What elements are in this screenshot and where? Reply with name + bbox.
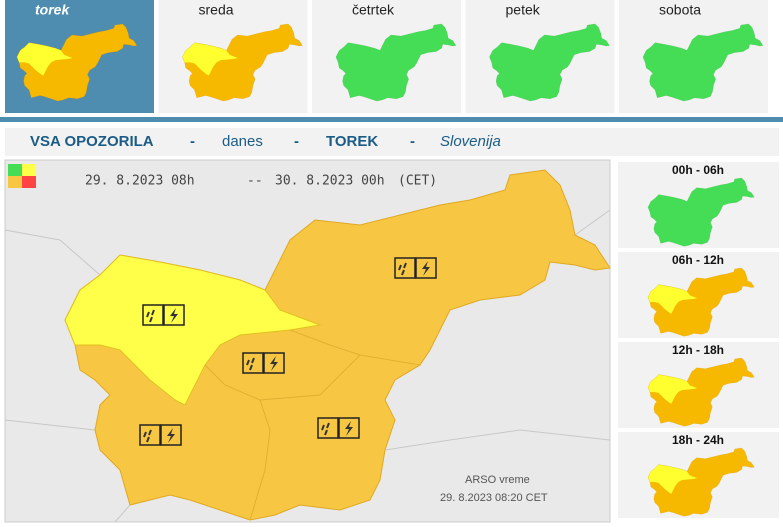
period-label: 12h - 18h <box>672 343 724 357</box>
timezone: (CET) <box>398 174 437 189</box>
rain-glyph <box>398 262 407 276</box>
lightning-glyph <box>167 428 175 443</box>
header-part: TOREK <box>326 133 378 150</box>
header-part: danes <box>222 133 263 150</box>
rain-glyph <box>146 309 155 323</box>
range-separator: -- <box>247 174 263 189</box>
period-panel[interactable]: 18h - 24h <box>618 432 779 518</box>
warning-icon <box>242 352 285 374</box>
day-tab[interactable]: sreda <box>158 0 308 113</box>
warning-icon <box>139 424 182 446</box>
icon-box <box>415 257 437 279</box>
valid-to: 30. 8.2023 00h <box>275 174 385 189</box>
icon-box <box>317 417 339 439</box>
period-label: 00h - 06h <box>672 163 724 177</box>
period-panel[interactable]: 06h - 12h <box>618 252 779 338</box>
rain-glyph <box>143 429 152 443</box>
tab-label: petek <box>506 2 541 18</box>
warning-icon <box>317 417 360 439</box>
tab-label: torek <box>35 2 70 18</box>
source: ARSO vreme <box>465 474 530 486</box>
lightning-glyph <box>345 421 353 436</box>
warning-icon <box>394 257 437 279</box>
lightning-glyph <box>170 308 178 323</box>
header-part: - <box>190 133 195 150</box>
lightning-glyph <box>270 356 278 371</box>
tab-label: sobota <box>659 2 701 18</box>
rain-glyph <box>321 422 330 436</box>
icon-box <box>242 352 264 374</box>
day-tab[interactable]: torek <box>5 0 154 113</box>
tab-label: četrtek <box>352 2 395 18</box>
rain-glyph <box>246 357 255 371</box>
icon-box <box>163 304 185 326</box>
header-part: - <box>410 133 415 150</box>
tab-bar <box>0 117 783 122</box>
legend <box>8 164 36 188</box>
lightning-glyph <box>422 261 430 276</box>
icon-box <box>160 424 182 446</box>
icon-box <box>263 352 285 374</box>
icon-box <box>139 424 161 446</box>
header-part: - <box>294 133 299 150</box>
icon-box <box>394 257 416 279</box>
header-part: VSA OPOZORILA <box>30 133 154 150</box>
header-part: Slovenija <box>440 133 501 150</box>
warning-icon <box>142 304 185 326</box>
header-bar <box>5 128 779 156</box>
period-label: 06h - 12h <box>672 253 724 267</box>
icon-box <box>338 417 360 439</box>
main-map <box>4 169 611 523</box>
icon-box <box>142 304 164 326</box>
valid-from: 29. 8.2023 08h <box>85 174 195 189</box>
day-tab[interactable]: petek <box>465 0 615 113</box>
period-panel[interactable]: 12h - 18h <box>618 342 779 428</box>
period-label: 18h - 24h <box>672 433 724 447</box>
day-tab[interactable]: četrtek <box>312 0 461 113</box>
tab-label: sreda <box>199 2 234 18</box>
issued: 29. 8.2023 08:20 CET <box>440 492 548 504</box>
period-panel[interactable]: 00h - 06h <box>618 162 779 248</box>
day-tab[interactable]: sobota <box>619 0 768 113</box>
